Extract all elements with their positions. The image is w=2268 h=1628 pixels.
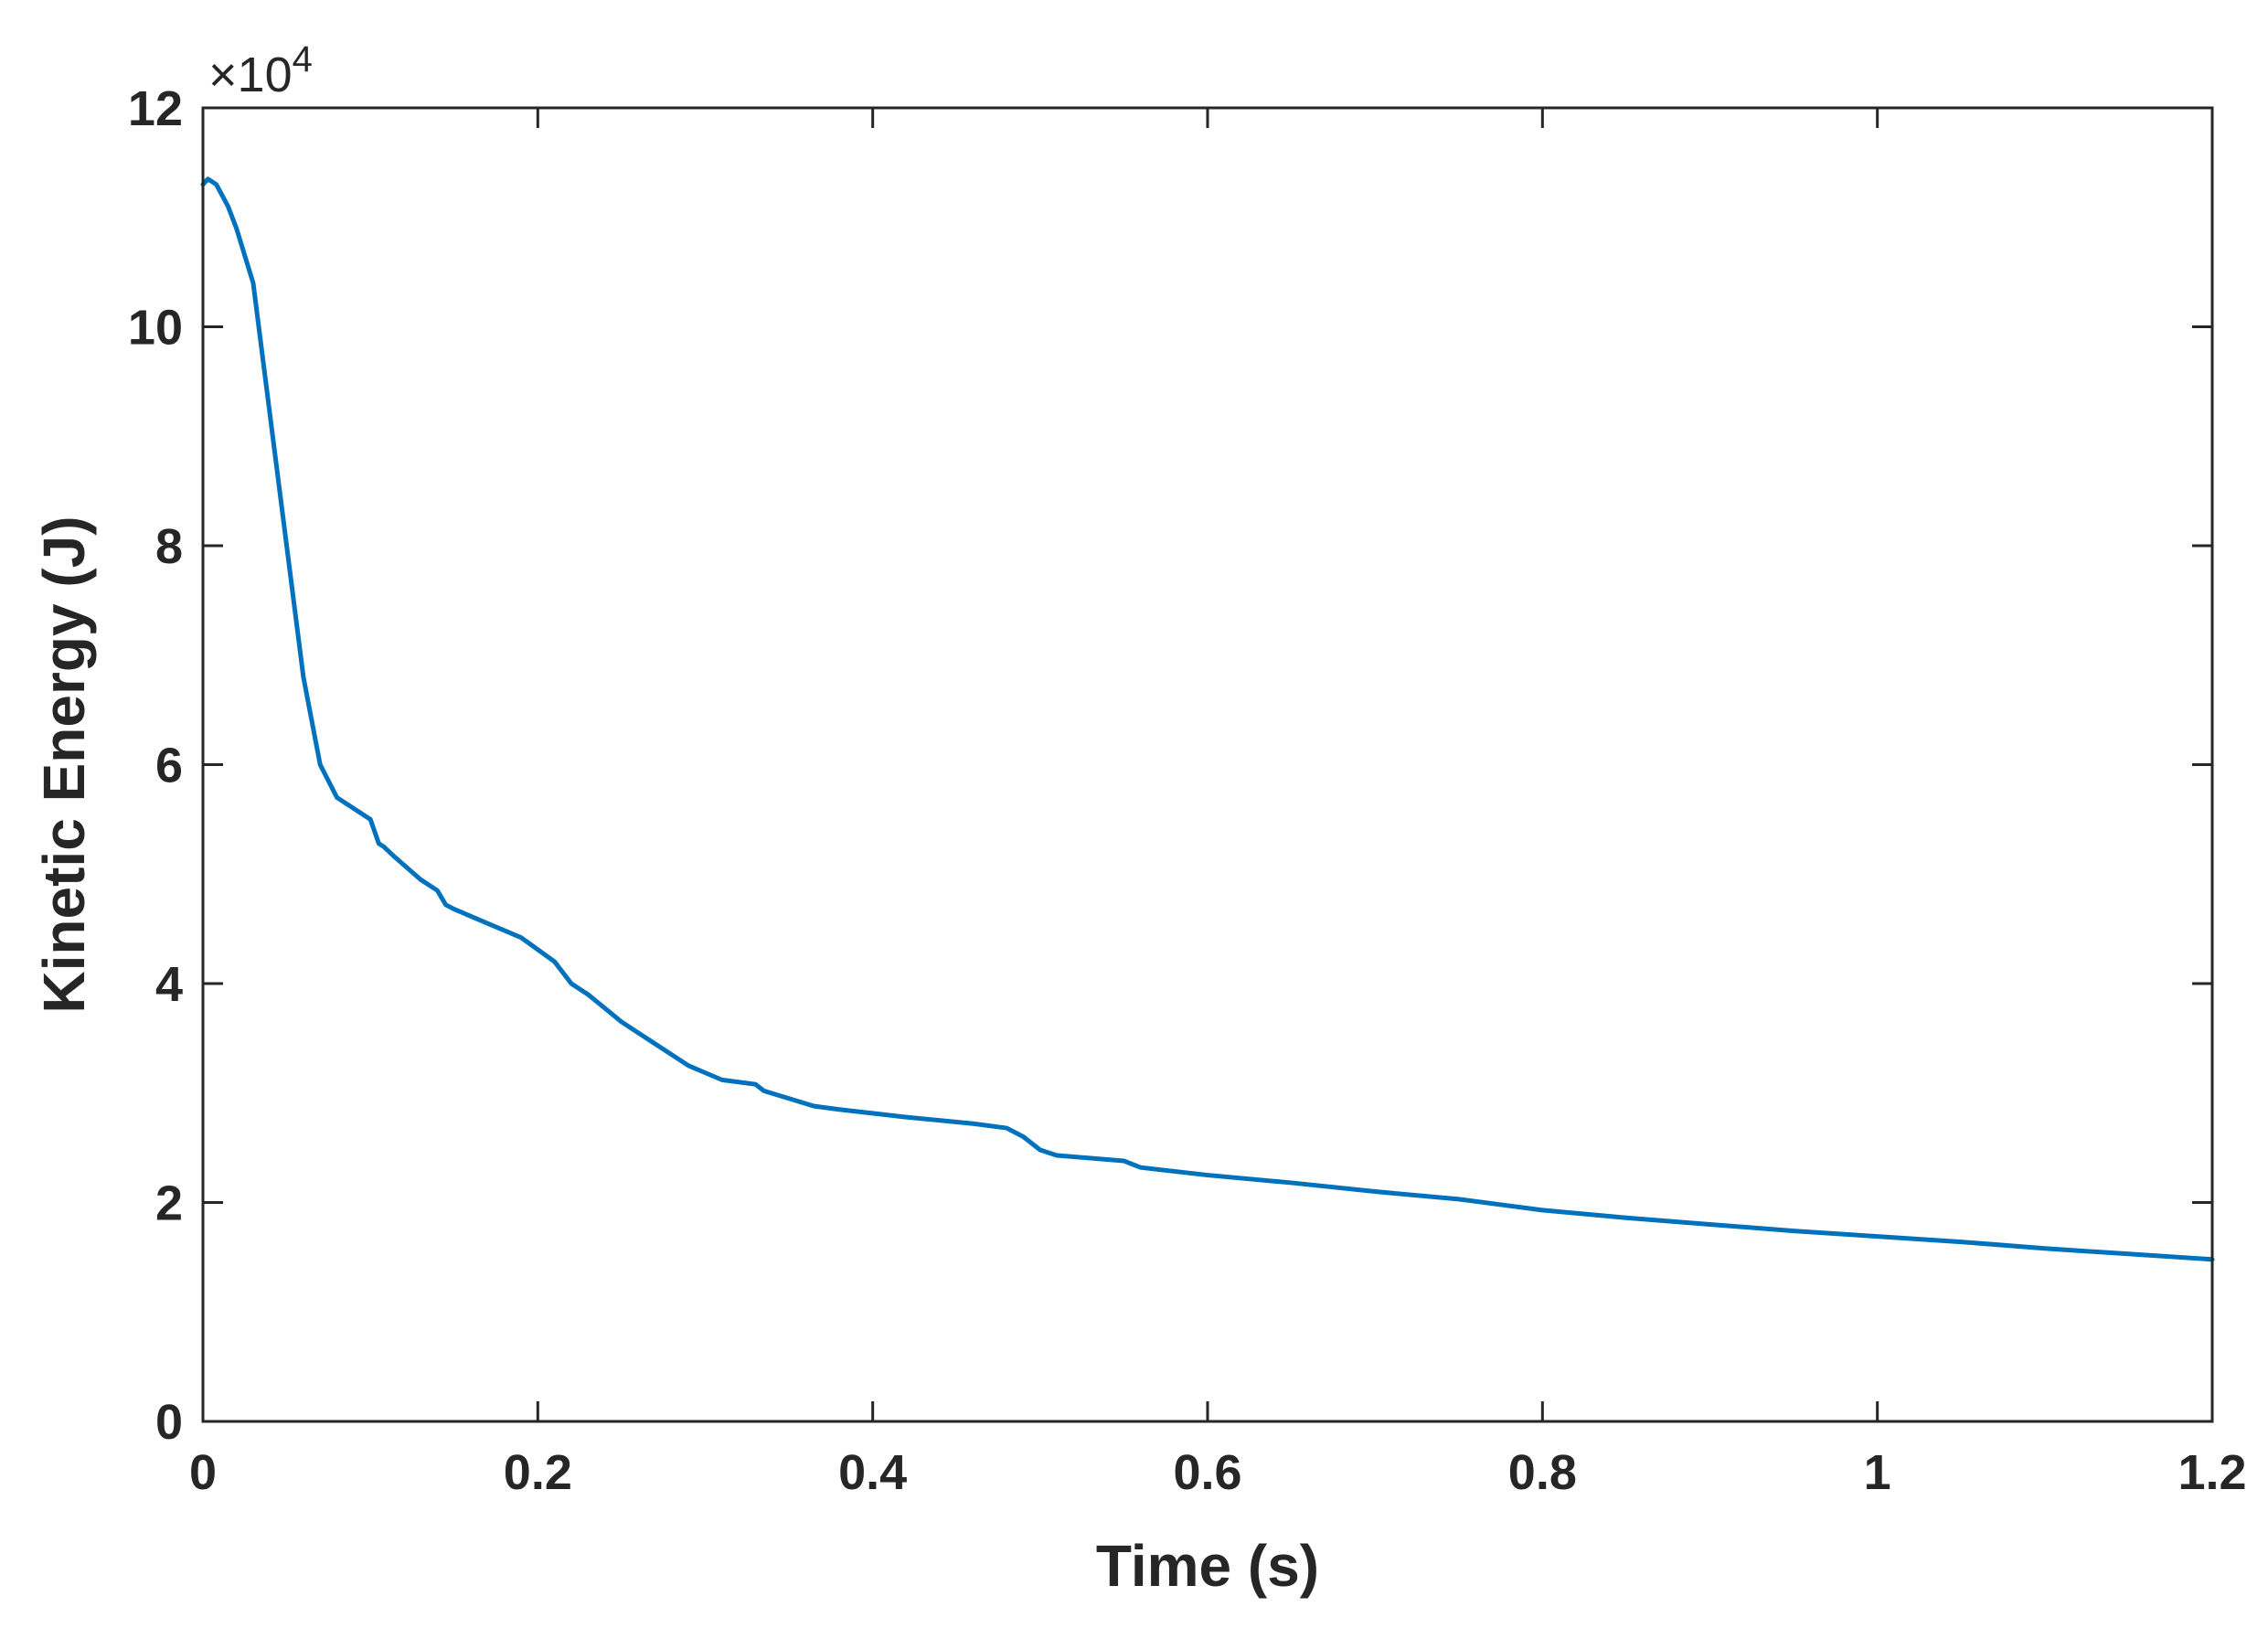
x-tick-label: 0.8 <box>1508 1445 1577 1500</box>
x-tick-label: 1 <box>1864 1445 1891 1500</box>
y-tick-label: 4 <box>155 957 183 1012</box>
x-tick-label: 0.4 <box>838 1445 907 1500</box>
y-axis-exponent: ×104 <box>208 39 313 102</box>
y-axis-exponent-base: ×10 <box>208 48 293 102</box>
x-tick-label: 0.2 <box>504 1445 572 1500</box>
y-tick-label: 12 <box>128 81 183 136</box>
x-axis: 0 0.2 0.4 0.6 0.8 1 1.2 <box>189 108 2247 1500</box>
x-tick-label: 0.6 <box>1173 1445 1241 1500</box>
x-tick-label: 0 <box>189 1445 217 1500</box>
x-axis-label: Time (s) <box>1096 1533 1319 1599</box>
y-tick-label: 0 <box>155 1395 183 1450</box>
y-tick-label: 10 <box>128 301 183 356</box>
x-tick-label: 1.2 <box>2177 1445 2246 1500</box>
axes-frame <box>201 106 2214 1423</box>
y-tick-label: 8 <box>155 519 183 574</box>
y-axis-exponent-power: 4 <box>293 39 313 80</box>
series-line-0 <box>200 176 2215 1262</box>
plot-area <box>200 176 2215 1262</box>
y-tick-label: 6 <box>155 739 183 793</box>
y-axis: 0 2 4 6 8 10 12 <box>128 81 2212 1450</box>
y-axis-label: Kinetic Energy (J) <box>31 516 97 1013</box>
y-tick-label: 2 <box>155 1176 183 1231</box>
